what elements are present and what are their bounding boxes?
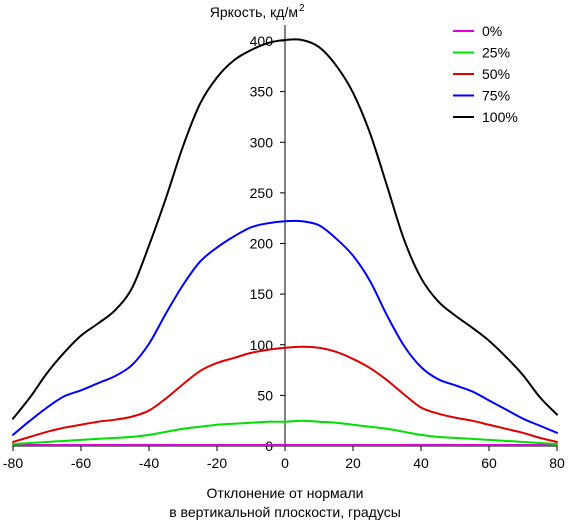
series-line-25pct [12,419,558,445]
x-tick-label: 40 [413,455,429,471]
y-tick-label: 200 [250,236,274,252]
y-axis-title-sup: 2 [299,3,305,14]
series-group [12,38,558,446]
axes [12,25,558,451]
tick-labels: -80 -60 -40 -20 0 20 40 60 80 0 50 100 150 200 250 300 3… [3,33,565,471]
y-tick-label: 300 [250,134,274,150]
y-tick-label: 0 [265,438,273,454]
legend-label-25pct: 25% [482,45,510,61]
x-axis-title-line2: в вертикальной плоскости, градусы [169,504,401,520]
y-tick-label: 350 [250,84,274,100]
y-axis-title: Яркость, кд/м [210,4,298,20]
legend-label-75pct: 75% [482,88,510,104]
x-tick-label: 0 [281,455,289,471]
legend-label-100pct: 100% [482,109,518,125]
y-axis-title-text: Яркость, кд/м [210,4,298,20]
x-tick-label: -60 [71,455,91,471]
legend-label-0pct: 0% [482,23,502,39]
y-tick-label: 100 [250,337,274,353]
y-tick-label: 150 [250,286,274,302]
x-tick-label: -40 [139,455,159,471]
x-tick-label: -80 [3,455,23,471]
x-axis-title-line1: Отклонение от нормали [207,485,364,501]
y-tick-label: 400 [250,33,274,49]
x-tick-label: 60 [481,455,497,471]
legend: 0% 25% 50% 75% 100% [453,23,518,125]
x-tick-label: -20 [207,455,227,471]
y-tick-label: 50 [257,387,273,403]
y-axis-title-sup-text: 2 [299,3,305,14]
series-line-100pct [12,38,558,420]
series-line-50pct [12,345,558,443]
legend-label-50pct: 50% [482,66,510,82]
x-tick-label: 80 [549,455,565,471]
series-line-75pct [12,219,558,436]
x-tick-label: 20 [345,455,361,471]
y-tick-label: 250 [250,185,274,201]
